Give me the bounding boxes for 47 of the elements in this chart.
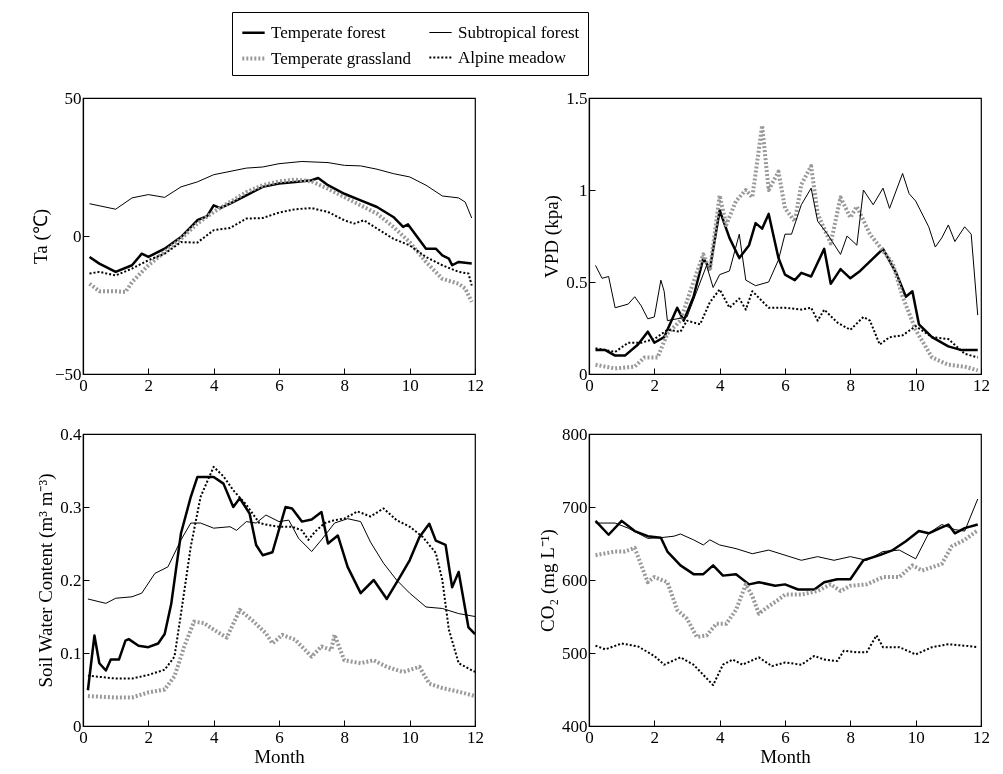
x-tick-label: 8 [340, 375, 350, 395]
x-tick-label: 2 [650, 727, 660, 747]
x-tick-label: 8 [846, 375, 856, 395]
x-tick-label: 6 [781, 375, 790, 395]
y-tick-label: 0.3 [60, 497, 82, 517]
y-tick-label: 0.4 [60, 424, 82, 444]
y-tick-label: 50 [64, 88, 82, 108]
x-tick-label: 12 [467, 375, 484, 395]
x-tick-label: 6 [275, 727, 284, 747]
x-tick-label: 4 [715, 727, 725, 747]
y-tick-label: 600 [562, 570, 588, 590]
x-tick-label: 2 [144, 727, 154, 747]
y-tick-label: 0 [73, 226, 82, 246]
y-axis-title: VPD (kpa) [541, 195, 564, 278]
y-tick-label: 0.2 [60, 570, 82, 590]
x-tick-label: 2 [650, 375, 660, 395]
y-axis-title: CO₂ (mg L⁻¹) [537, 529, 559, 632]
legend-label: Temperate forest [271, 22, 386, 42]
x-tick-label: 6 [781, 727, 790, 747]
x-tick-label: 10 [907, 727, 925, 747]
x-tick-label: 4 [209, 375, 219, 395]
y-tick-label: 800 [562, 424, 588, 444]
x-tick-label: 2 [144, 375, 154, 395]
x-axis-title: Month [254, 745, 306, 767]
y-tick-label: 1.5 [566, 88, 588, 108]
legend-label: Subtropical forest [458, 22, 580, 42]
x-tick-label: 12 [973, 727, 990, 747]
y-tick-label: 700 [562, 497, 588, 517]
x-tick-label: 4 [209, 727, 219, 747]
x-axis-title: Month [760, 745, 812, 767]
x-tick-label: 10 [401, 727, 419, 747]
x-tick-label: 4 [715, 375, 725, 395]
x-tick-label: 6 [275, 375, 284, 395]
y-tick-label: 0.1 [60, 643, 82, 663]
x-tick-label: 12 [973, 375, 990, 395]
y-axis-title: Soil Water Content (m³ m⁻³) [35, 473, 58, 688]
x-tick-label: 10 [401, 375, 419, 395]
x-tick-label: 12 [467, 727, 484, 747]
y-tick-label: 0.5 [566, 272, 588, 292]
x-tick-label: 10 [907, 375, 925, 395]
y-tick-label: 500 [562, 643, 588, 663]
y-tick-label: 1 [579, 180, 588, 200]
y-axis-title: Ta (℃) [29, 208, 52, 265]
x-tick-label: 8 [846, 727, 856, 747]
legend-label: Temperate grassland [271, 48, 412, 68]
x-tick-label: 8 [340, 727, 350, 747]
legend-label: Alpine meadow [458, 47, 567, 67]
